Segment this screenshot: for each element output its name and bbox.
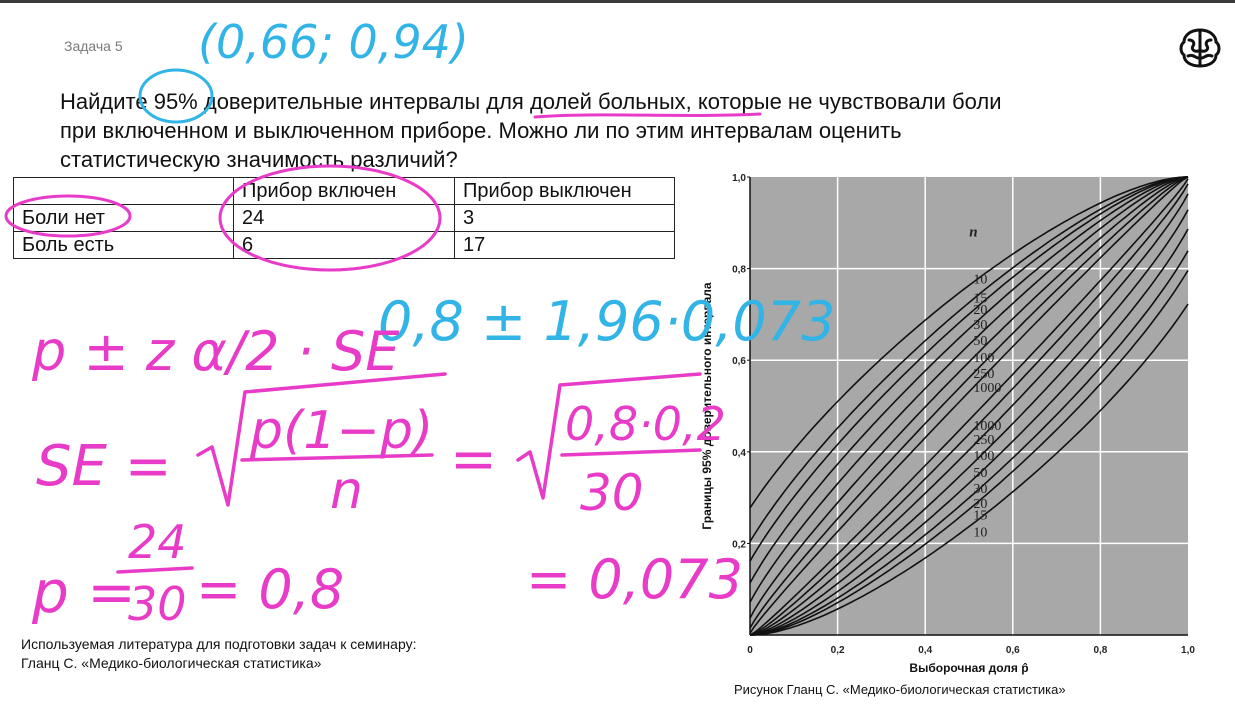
plot-background bbox=[750, 177, 1188, 635]
pink-p-value: = 0,8 bbox=[196, 558, 344, 621]
confidence-interval-chart: 0 0,2 0,4 0,6 0,8 1,00,20,40,60,81,0 10152030… bbox=[700, 173, 1195, 675]
pink-sub-denominator: 30 bbox=[580, 464, 644, 522]
y-tick-label: 0,8 bbox=[732, 265, 746, 276]
curve-label-upper: 1000 bbox=[973, 381, 1001, 396]
x-tick-label: 1,0 bbox=[1181, 645, 1195, 656]
interval-curve bbox=[749, 193, 1189, 636]
pink-sqrt-1 bbox=[196, 372, 447, 507]
brain-icon bbox=[1179, 28, 1221, 68]
table-row: Боль есть 6 17 bbox=[13, 231, 675, 259]
interval-curve bbox=[749, 176, 1189, 603]
interval-curve bbox=[749, 250, 1189, 636]
table-row-label: Боль есть bbox=[13, 231, 234, 259]
x-tick-label: 0,8 bbox=[1093, 645, 1107, 656]
curve-label-lower: 1000 bbox=[973, 419, 1001, 434]
figure-caption: Рисунок Гланц С. «Медико-биологическая с… bbox=[734, 682, 1066, 697]
pink-formula-text: p ± z α/2 · SE bbox=[31, 320, 400, 383]
pink-fraction-bar-3 bbox=[116, 566, 194, 574]
chart-ticks: 0 0,2 0,4 0,6 0,8 1,0 0,2 0,4 0,6 0,8 1,0 bbox=[732, 173, 1195, 656]
curve-label-lower: 15 bbox=[973, 508, 987, 523]
curve-label-lower: 30 bbox=[973, 482, 987, 497]
pink-p-text: p = bbox=[31, 558, 136, 626]
pink-fraction-bar-1 bbox=[240, 453, 434, 462]
reference-line-1: Используемая литература для подготовки з… bbox=[21, 636, 417, 652]
table-row: Боли нет 24 3 bbox=[13, 204, 675, 232]
reference-text: Используемая литература для подготовки з… bbox=[21, 635, 416, 673]
curve-label-lower: 20 bbox=[973, 497, 987, 512]
pink-se-text: SE = bbox=[36, 434, 172, 499]
curve-label-upper: 30 bbox=[973, 318, 987, 333]
interval-curve bbox=[749, 176, 1189, 629]
interval-curve bbox=[749, 183, 1189, 636]
pink-se-denominator: n bbox=[330, 461, 363, 521]
x-tick-label: 0 bbox=[747, 645, 753, 656]
curve-label-upper: 10 bbox=[973, 272, 987, 287]
y-axis-title: Границы 95% доверительного интервала bbox=[700, 282, 714, 529]
chart-curves bbox=[749, 176, 1189, 636]
table-cell bbox=[13, 177, 234, 205]
y-tick-label: 0,4 bbox=[732, 448, 746, 459]
curve-label-lower: 50 bbox=[973, 466, 987, 481]
table-cell: 6 bbox=[233, 231, 455, 259]
task-label: Задача 5 bbox=[64, 38, 123, 54]
x-tick-label: 0,6 bbox=[1006, 645, 1020, 656]
y-tick-label: 1,0 bbox=[732, 173, 746, 184]
table-header-device-off: Прибор выключен bbox=[454, 177, 675, 205]
chart-axes bbox=[749, 177, 1188, 636]
pink-sqrt-2 bbox=[516, 372, 702, 500]
curve-label-upper: 50 bbox=[973, 334, 987, 349]
interval-curve bbox=[749, 176, 1189, 562]
top-bar bbox=[0, 0, 1235, 3]
question-line-1: Найдите 95% доверительные интервалы для … bbox=[60, 89, 1002, 114]
table-cell: 3 bbox=[454, 204, 675, 232]
interval-curve bbox=[749, 176, 1189, 543]
y-tick-label: 0,2 bbox=[732, 539, 746, 550]
interval-curve bbox=[749, 228, 1189, 636]
interval-curve bbox=[749, 176, 1189, 634]
interval-curve bbox=[749, 176, 1189, 509]
legend-title-n: n bbox=[969, 225, 977, 241]
pink-equals: = bbox=[450, 427, 497, 492]
pink-se-numerator: p(1−p) bbox=[249, 401, 433, 461]
curve-label-upper: 100 bbox=[973, 351, 994, 366]
pink-p-denominator: 30 bbox=[128, 577, 187, 631]
curve-label-lower: 10 bbox=[973, 526, 987, 541]
pink-p-numerator: 24 bbox=[128, 515, 187, 569]
blue-interval-text: (0,66; 0,94) bbox=[198, 15, 469, 69]
curve-label-lower: 100 bbox=[973, 449, 994, 464]
interval-curve bbox=[749, 269, 1189, 636]
table-cell: 17 bbox=[454, 231, 675, 259]
data-table: Прибор включен Прибор выключен Боли нет … bbox=[13, 177, 675, 259]
table-header-row: Прибор включен Прибор выключен bbox=[13, 177, 675, 205]
x-axis-title: Выборочная доля p̂ bbox=[909, 661, 1028, 675]
interval-curve bbox=[749, 176, 1189, 584]
question-line-2: при включенном и выключенном приборе. Мо… bbox=[60, 118, 902, 143]
interval-curve bbox=[749, 209, 1189, 636]
x-tick-label: 0,4 bbox=[918, 645, 932, 656]
interval-curve bbox=[749, 303, 1189, 636]
curve-label-upper: 15 bbox=[973, 292, 987, 307]
interval-curve bbox=[749, 178, 1189, 636]
x-tick-label: 0,2 bbox=[831, 645, 845, 656]
table-cell: 24 bbox=[233, 204, 455, 232]
reference-line-2: Гланц С. «Медико-биологическая статистик… bbox=[21, 655, 322, 671]
table-row-label: Боли нет bbox=[13, 204, 234, 232]
y-tick-label: 0,6 bbox=[732, 356, 746, 367]
interval-curve bbox=[749, 176, 1189, 619]
curve-label-upper: 250 bbox=[973, 367, 994, 382]
table-header-device-on: Прибор включен bbox=[233, 177, 455, 205]
curve-label-upper: 20 bbox=[973, 303, 987, 318]
pink-fraction-bar-2 bbox=[560, 448, 702, 457]
curve-label-lower: 250 bbox=[973, 433, 994, 448]
